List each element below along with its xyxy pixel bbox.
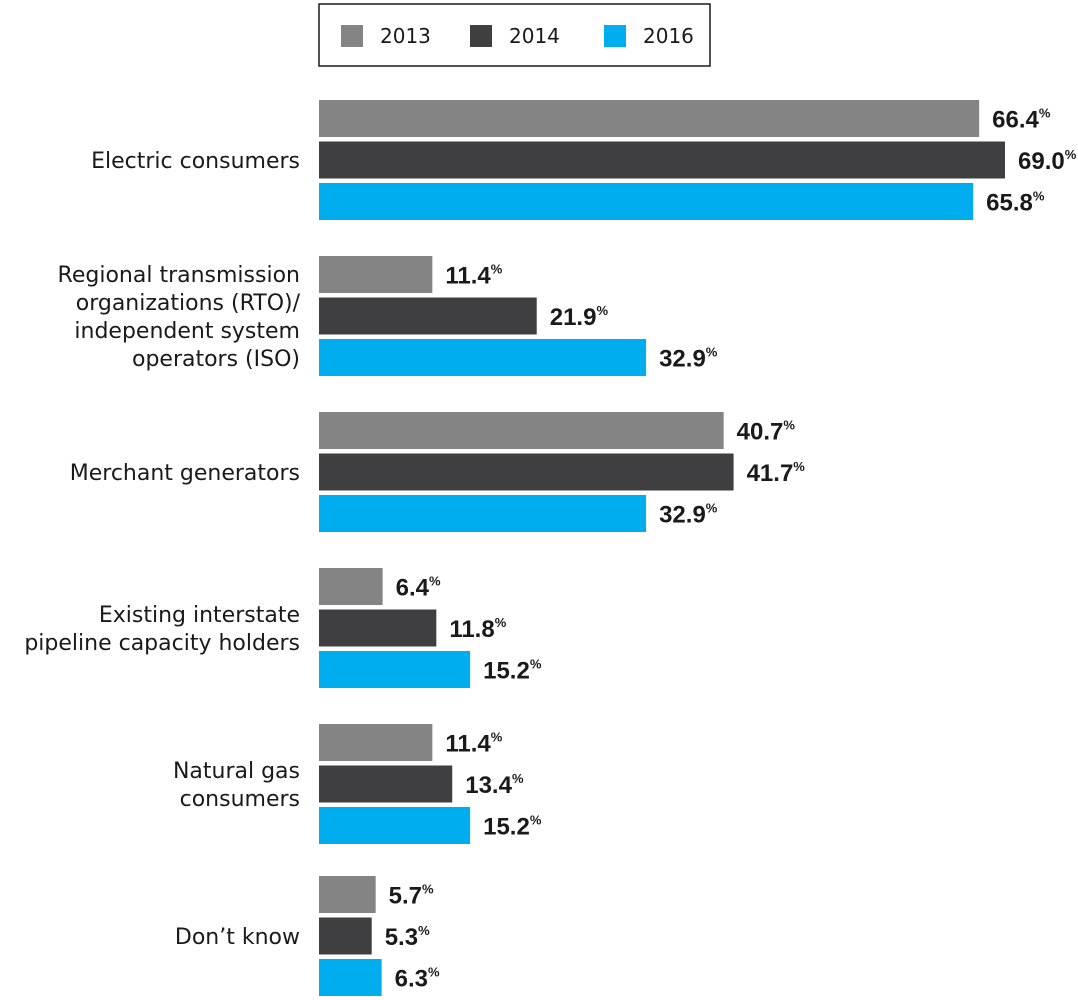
bars: 66.4% 69.0% 65.8% 11.4% 21.9% 32.9% 40.7% 41.7%…	[319, 100, 1077, 996]
value-label: 11.4%	[445, 730, 502, 758]
value-label: 6.3%	[395, 965, 440, 993]
category-label: Electric consumers	[91, 149, 300, 174]
category-label: Merchant generators	[70, 461, 300, 486]
legend-swatch-2014	[470, 25, 492, 47]
legend-label-2014: 2014	[509, 24, 560, 48]
category-label: Don’t know	[175, 925, 300, 950]
bar-2013	[319, 568, 383, 605]
value-label: 11.8%	[449, 615, 506, 643]
bar-2016	[319, 183, 974, 220]
category-label: Existing interstate pipeline capacity hol…	[24, 603, 300, 656]
legend-frame	[318, 3, 711, 67]
category-label: Natural gas consumers	[173, 759, 300, 812]
bar-2016	[319, 651, 471, 688]
value-label: 69.0%	[1018, 147, 1077, 175]
bar-2016	[319, 959, 382, 996]
value-label: 21.9%	[550, 303, 609, 331]
value-label: 41.7%	[747, 459, 806, 487]
bar-2013	[319, 100, 980, 137]
bar-2016	[319, 807, 471, 844]
bar-2014	[319, 609, 437, 647]
bar-2014	[319, 141, 1005, 179]
category-label: Regional transmission organizations (RTO)…	[58, 263, 301, 372]
value-label: 6.4%	[396, 574, 441, 602]
value-label: 40.7%	[737, 418, 796, 446]
value-label: 13.4%	[465, 771, 524, 799]
legend-label-2016: 2016	[643, 24, 694, 48]
value-label: 11.4%	[445, 262, 502, 290]
value-label: 15.2%	[483, 813, 542, 841]
bar-2013	[319, 876, 376, 913]
category-labels: Electric consumers Regional transmission o…	[24, 149, 300, 950]
value-label: 32.9%	[659, 501, 718, 529]
value-label: 32.9%	[659, 345, 718, 373]
legend-swatch-2013	[341, 25, 363, 47]
bar-2014	[319, 453, 734, 491]
bar-2014	[319, 297, 537, 335]
legend-swatch-2016	[604, 25, 626, 47]
bar-2013	[319, 724, 433, 761]
bar-2014	[319, 917, 372, 955]
bar-2013	[319, 256, 433, 293]
value-label: 15.2%	[483, 657, 542, 685]
value-label: 5.7%	[389, 882, 434, 910]
bar-2016	[319, 339, 647, 376]
value-label: 66.4%	[992, 106, 1051, 134]
legend: 2013 2014 2016	[318, 3, 711, 67]
bar-2013	[319, 412, 724, 449]
legend-label-2013: 2013	[380, 24, 431, 48]
value-label: 5.3%	[385, 923, 430, 951]
value-label: 65.8%	[986, 189, 1045, 217]
bar-2016	[319, 495, 647, 532]
bar-2014	[319, 765, 453, 803]
